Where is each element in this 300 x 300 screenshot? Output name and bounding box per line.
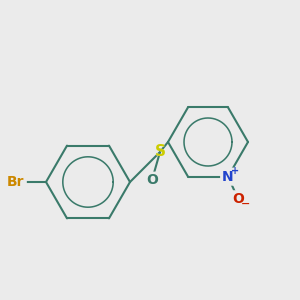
Text: S: S	[154, 145, 166, 160]
Text: Br: Br	[7, 175, 25, 189]
Text: O: O	[146, 173, 158, 187]
Text: O: O	[146, 173, 158, 187]
Text: N: N	[222, 169, 234, 184]
Text: +: +	[231, 166, 239, 176]
Text: O: O	[232, 192, 244, 206]
Text: O: O	[232, 192, 244, 206]
Text: Br: Br	[7, 175, 25, 189]
Text: S: S	[154, 145, 166, 160]
Text: −: −	[241, 199, 251, 208]
Text: N: N	[222, 169, 234, 184]
